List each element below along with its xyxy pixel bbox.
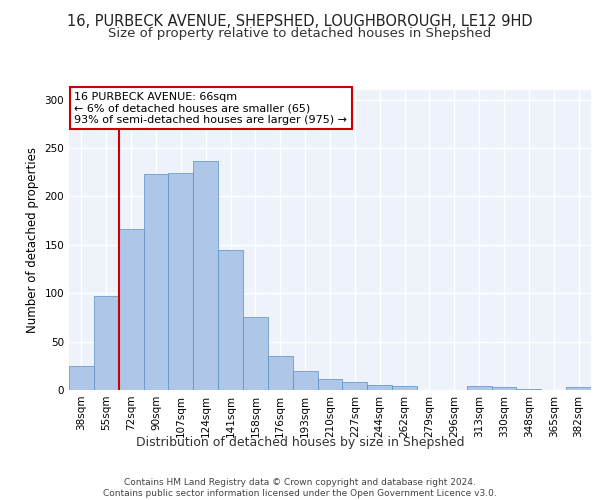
Bar bbox=[119, 230, 143, 390]
Y-axis label: Number of detached properties: Number of detached properties bbox=[26, 147, 39, 333]
Bar bbox=[143, 174, 169, 390]
Bar bbox=[193, 160, 218, 390]
Bar bbox=[94, 296, 119, 390]
Bar bbox=[268, 356, 293, 390]
Bar bbox=[69, 366, 94, 390]
Bar bbox=[367, 385, 392, 390]
Bar bbox=[293, 370, 317, 390]
Bar bbox=[317, 380, 343, 390]
Text: 16 PURBECK AVENUE: 66sqm
← 6% of detached houses are smaller (65)
93% of semi-de: 16 PURBECK AVENUE: 66sqm ← 6% of detache… bbox=[74, 92, 347, 124]
Bar bbox=[343, 382, 367, 390]
Bar bbox=[517, 389, 541, 390]
Bar bbox=[243, 318, 268, 390]
Bar bbox=[218, 250, 243, 390]
Bar bbox=[169, 173, 193, 390]
Bar bbox=[566, 387, 591, 390]
Text: Distribution of detached houses by size in Shepshed: Distribution of detached houses by size … bbox=[136, 436, 464, 449]
Text: Size of property relative to detached houses in Shepshed: Size of property relative to detached ho… bbox=[109, 28, 491, 40]
Text: Contains HM Land Registry data © Crown copyright and database right 2024.
Contai: Contains HM Land Registry data © Crown c… bbox=[103, 478, 497, 498]
Bar bbox=[392, 386, 417, 390]
Text: 16, PURBECK AVENUE, SHEPSHED, LOUGHBOROUGH, LE12 9HD: 16, PURBECK AVENUE, SHEPSHED, LOUGHBOROU… bbox=[67, 14, 533, 29]
Bar bbox=[491, 387, 517, 390]
Bar bbox=[467, 386, 491, 390]
